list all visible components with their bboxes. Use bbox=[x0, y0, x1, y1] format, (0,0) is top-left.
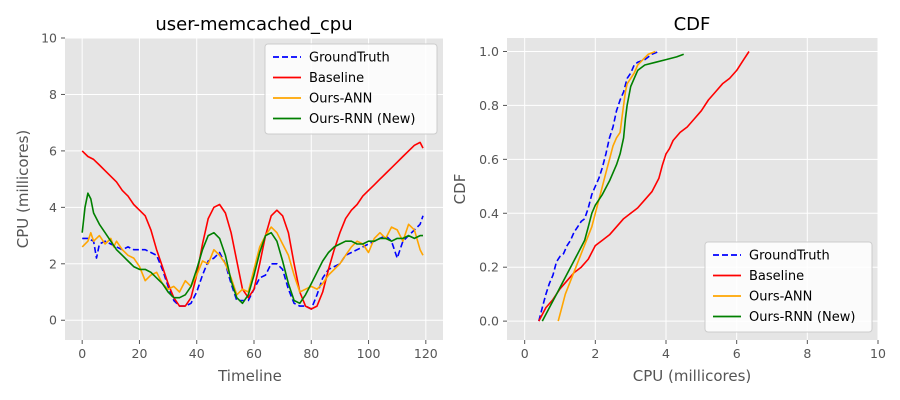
y-tick-label: 6 bbox=[49, 143, 57, 158]
grid-lines bbox=[65, 37, 443, 340]
x-tick-label: 40 bbox=[189, 346, 205, 361]
y-tick-label: 0.0 bbox=[479, 314, 499, 329]
x-tick-label: 60 bbox=[246, 346, 262, 361]
legend-label: Ours-ANN bbox=[309, 92, 372, 107]
chart-panel-cdf: 0 2 4 6 8 10 0.0 0.2 0.4 0.6 0.8 1.0 CDF CPU (milli… bbox=[451, 14, 886, 385]
series-lines bbox=[81, 141, 424, 310]
x-tick-label: 0 bbox=[521, 346, 529, 361]
x-axis-label: CPU (millicores) bbox=[633, 367, 752, 385]
legend-label: GroundTruth bbox=[749, 249, 830, 264]
x-tick-label: 100 bbox=[357, 346, 381, 361]
x-tick-label: 6 bbox=[733, 346, 741, 361]
x-tick-label: 2 bbox=[591, 346, 599, 361]
legend: GroundTruth Baseline Ours-ANN Ours-RNN (New… bbox=[264, 43, 438, 135]
y-tick-label: 2 bbox=[49, 256, 57, 271]
chart-title: user-memcached_cpu bbox=[155, 14, 352, 35]
x-tick-label: 0 bbox=[78, 346, 86, 361]
chart-title: CDF bbox=[674, 14, 711, 35]
legend-label: Ours-ANN bbox=[749, 290, 812, 305]
series-line-baseline bbox=[81, 141, 424, 310]
x-tick-label: 4 bbox=[662, 346, 670, 361]
y-tick-label: 1.0 bbox=[479, 44, 499, 59]
legend-label: Ours-RNN (New) bbox=[749, 310, 855, 325]
x-tick-label: 8 bbox=[803, 346, 811, 361]
legend-label: Baseline bbox=[309, 71, 364, 86]
series-line-ours-ann bbox=[557, 50, 656, 322]
x-axis-label: Timeline bbox=[217, 367, 282, 385]
chart-panel-cpu-timeline: 0 20 40 60 80 100 120 0 2 4 6 8 10 user-memcached_cp… bbox=[14, 14, 443, 385]
x-tick-label: 20 bbox=[132, 346, 148, 361]
series-line-ours-rnn-new bbox=[81, 192, 423, 305]
y-axis-label: CDF bbox=[451, 174, 469, 205]
x-tick-label: 80 bbox=[303, 346, 319, 361]
legend: GroundTruth Baseline Ours-ANN Ours-RNN (New… bbox=[704, 241, 873, 333]
y-tick-label: 0.4 bbox=[479, 206, 499, 221]
y-tick-label: 0 bbox=[49, 313, 57, 328]
legend-label: Baseline bbox=[749, 269, 804, 284]
series-lines bbox=[538, 50, 750, 322]
legend-box bbox=[704, 241, 873, 333]
y-axis-label: CPU (millicores) bbox=[14, 130, 32, 249]
x-tick-label: 10 bbox=[870, 346, 886, 361]
y-tick-label: 0.8 bbox=[479, 98, 499, 113]
y-tick-label: 4 bbox=[49, 200, 57, 215]
y-tick-label: 0.6 bbox=[479, 152, 499, 167]
y-tick-label: 0.2 bbox=[479, 260, 499, 275]
series-line-baseline bbox=[538, 51, 750, 322]
y-tick-label: 8 bbox=[49, 87, 57, 102]
tick-labels: 0 20 40 60 80 100 120 0 2 4 6 8 10 bbox=[41, 31, 438, 362]
series-line-groundtruth bbox=[538, 50, 660, 322]
series-line-groundtruth bbox=[82, 215, 424, 310]
series-line-ours-rnn-new bbox=[541, 53, 684, 322]
legend-box bbox=[264, 43, 438, 135]
legend-label: GroundTruth bbox=[309, 51, 390, 66]
x-tick-label: 120 bbox=[414, 346, 438, 361]
legend-label: Ours-RNN (New) bbox=[309, 112, 415, 127]
tick-labels: 0 2 4 6 8 10 0.0 0.2 0.4 0.6 0.8 1.0 bbox=[479, 44, 886, 361]
y-tick-label: 10 bbox=[41, 31, 57, 46]
